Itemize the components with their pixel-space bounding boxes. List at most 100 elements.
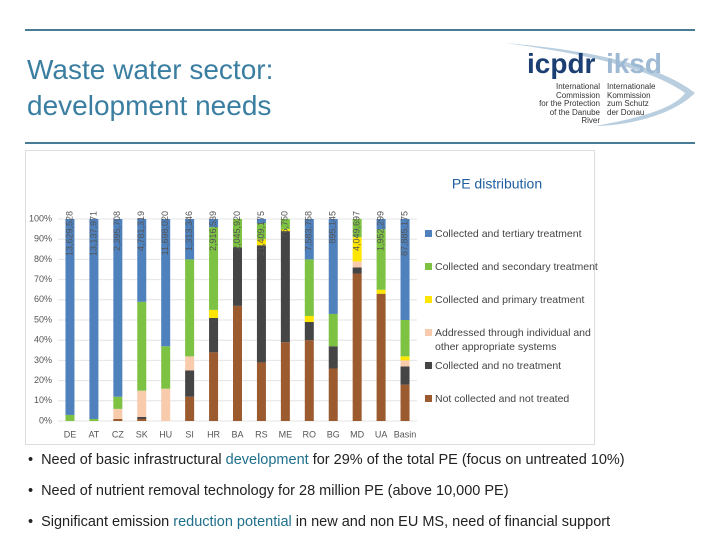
bar-segment — [233, 305, 242, 421]
bar-segment — [256, 239, 266, 246]
bar-segment — [328, 368, 338, 421]
y-tick-label: 60% — [34, 294, 52, 304]
bar-segment — [209, 352, 219, 421]
text: Significant emission — [41, 514, 174, 530]
legend-swatch — [425, 395, 432, 402]
x-tick-label: BA — [231, 429, 243, 439]
bar-segment — [233, 219, 242, 248]
highlight: development — [225, 452, 309, 468]
x-tick-label: AT — [88, 429, 99, 439]
x-tick-label: DE — [64, 429, 77, 439]
total-label: 4,049,697 — [352, 211, 362, 251]
bar-segment — [65, 414, 75, 421]
bar-segment — [304, 322, 314, 341]
bar-segment — [304, 340, 314, 421]
bar-segment — [185, 356, 195, 371]
x-tick-label: ME — [279, 429, 293, 439]
total-label: 2,395,708 — [112, 211, 122, 251]
bar-segment — [185, 396, 195, 421]
slide-title: Waste water sector: development needs — [27, 52, 273, 124]
bar-segment — [280, 219, 290, 230]
total-label: 21,409,175 — [256, 211, 266, 256]
bar-segment — [113, 219, 123, 397]
logo-line: Kommission — [607, 90, 651, 100]
text: Need of nutrient removal technology for … — [41, 483, 509, 499]
bullet: Need of basic infrastructural developmen… — [28, 452, 708, 483]
bar-segment — [376, 229, 386, 290]
bar-segment — [352, 261, 362, 268]
bar-segment — [400, 360, 410, 367]
y-tick-label: 20% — [34, 375, 52, 385]
bar-segment — [256, 362, 266, 421]
total-label: 4,781,319 — [136, 211, 146, 251]
y-tick-label: 40% — [34, 335, 52, 345]
text: Need of basic infrastructural — [41, 452, 226, 468]
bar-segment — [185, 219, 195, 260]
legend-label: Not collected and not treated — [435, 393, 570, 405]
bar-segment — [400, 219, 410, 320]
x-tick-label: MD — [350, 429, 364, 439]
legend-label: Collected and primary treatment — [435, 294, 585, 306]
highlight: reduction potential — [173, 514, 292, 530]
legend-item: Not collected and not treated — [425, 392, 600, 406]
legend-swatch — [425, 263, 432, 270]
bar-segment — [137, 418, 147, 421]
legend-label: Collected and tertiary treatment — [435, 228, 582, 240]
y-tick-label: 80% — [34, 254, 52, 264]
bar-segment — [352, 237, 362, 262]
bar-segment — [209, 309, 219, 318]
bar-segment — [113, 408, 123, 419]
y-tick-label: 100% — [29, 213, 52, 223]
x-tick-label: UA — [375, 429, 388, 439]
bar-segment — [89, 418, 99, 421]
bar-segment — [352, 273, 362, 421]
swoosh — [505, 43, 695, 126]
bullet-list: Need of basic infrastructural developmen… — [28, 452, 708, 545]
legend-label: Collected and secondary treatment — [435, 261, 598, 273]
bar-segment — [185, 259, 195, 357]
bullet: Significant emission reduction potential… — [28, 514, 708, 545]
bar-segment — [328, 313, 338, 347]
bar-segment — [280, 342, 290, 421]
text: in new and non EU MS, need of financial … — [291, 514, 611, 530]
logo-iksd: iksd — [606, 48, 663, 79]
total-label: 13,137,971 — [88, 211, 98, 256]
total-label: 1,313,346 — [184, 211, 194, 251]
total-label: 7,583,758 — [304, 211, 314, 251]
legend-item: Collected and no treatment — [425, 359, 600, 373]
y-tick-label: 0% — [39, 415, 52, 425]
logo-text: International Commission for the Protect… — [530, 82, 600, 126]
bar-segment — [256, 245, 266, 363]
logo-line: Commission — [555, 90, 600, 100]
bar-segment — [256, 219, 266, 224]
bar-segment — [400, 366, 410, 385]
chart: PE distribution 0% 10% 20% 30% 40% 50% 60% 70% 8… — [25, 150, 595, 445]
logo-icpdr: icpdr — [527, 48, 596, 79]
bar-segment — [209, 227, 219, 310]
logo-swoosh — [505, 43, 695, 126]
bar-segment — [304, 259, 314, 316]
bar-segment — [328, 346, 338, 369]
bar-segment — [376, 219, 386, 230]
y-tick-label: 50% — [34, 314, 52, 324]
bar-segment — [256, 223, 266, 240]
logo-line: of the Danube River — [549, 107, 600, 125]
bar-segment — [209, 317, 219, 353]
bullet: Need of nutrient removal technology for … — [28, 483, 708, 514]
bar-segment — [137, 219, 147, 302]
x-tick-label: CZ — [112, 429, 124, 439]
bar-segment — [137, 301, 147, 391]
x-tick-label: SK — [136, 429, 148, 439]
rule — [25, 29, 695, 31]
legend-item: Collected and tertiary treatment — [425, 227, 600, 241]
total-label: 1,952,299 — [375, 211, 385, 251]
total-label: 2,916,539 — [208, 211, 218, 251]
total-label: 2,045,920 — [232, 211, 242, 251]
legend-label: Collected and no treatment — [435, 360, 562, 372]
bar-segment — [328, 219, 338, 314]
bar-segment — [233, 247, 242, 306]
y-tick-label: 30% — [34, 355, 52, 365]
bar-segment — [161, 346, 171, 389]
bar-segment — [65, 219, 75, 415]
